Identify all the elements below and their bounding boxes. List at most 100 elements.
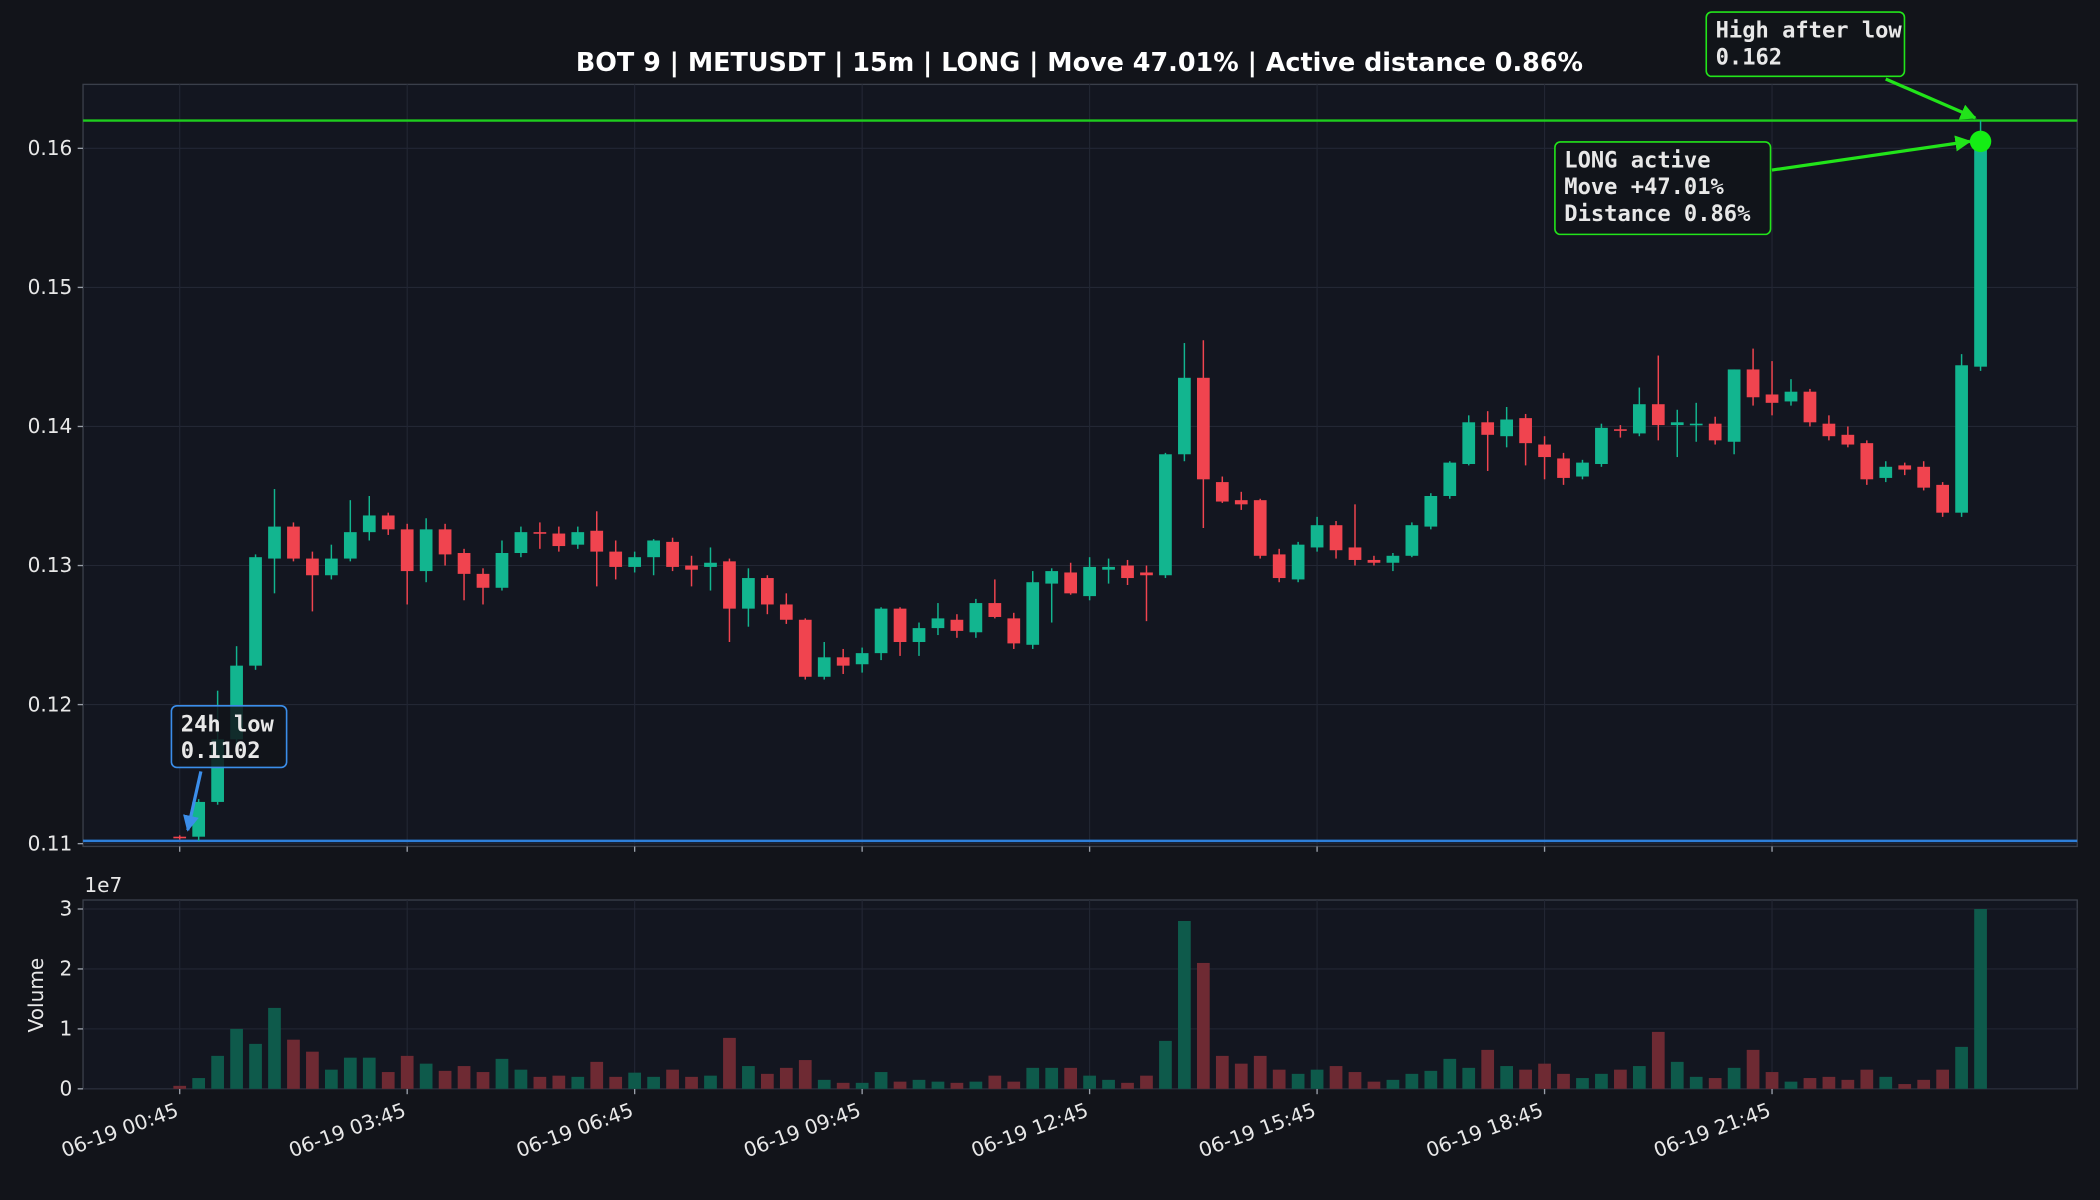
- candle-body: [1689, 423, 1703, 426]
- candle-body: [1026, 582, 1040, 645]
- volume-bar: [1727, 1067, 1741, 1089]
- volume-bar: [1405, 1073, 1419, 1089]
- volume-bar: [988, 1075, 1002, 1089]
- volume-offset-label: 1e7: [84, 873, 122, 897]
- volume-bar: [1481, 1049, 1495, 1089]
- candle-body: [1519, 418, 1532, 444]
- volume-bar: [268, 1007, 281, 1089]
- candle-body: [742, 578, 755, 609]
- candle-body: [1841, 434, 1855, 445]
- volume-bar: [571, 1076, 585, 1089]
- y-tick-label: 0.11: [28, 831, 73, 855]
- annotation-box: [170, 704, 288, 769]
- price-panel: [82, 83, 2078, 848]
- volume-bar: [760, 1073, 774, 1089]
- volume-bar: [457, 1066, 471, 1089]
- y-tick-label: 0.12: [28, 692, 73, 716]
- candle-body: [666, 541, 679, 567]
- candle-body: [628, 557, 642, 567]
- volume-bar: [742, 1066, 755, 1089]
- candle-body: [855, 653, 869, 665]
- candle-body: [249, 557, 262, 666]
- candle-body: [1576, 462, 1589, 477]
- candle-body: [306, 558, 319, 576]
- candle-body: [723, 561, 736, 609]
- candle-body: [1936, 484, 1950, 513]
- candle-body: [1708, 423, 1722, 441]
- annotation-text: High after low: [1716, 18, 1903, 44]
- volume-bar: [1064, 1067, 1078, 1089]
- volume-bar: [666, 1069, 679, 1089]
- annotation-text: Move +47.01%: [1564, 174, 1724, 200]
- volume-bar: [1670, 1061, 1684, 1089]
- candle-body: [779, 604, 793, 620]
- volume-bar: [1746, 1049, 1760, 1089]
- volume-bar: [1917, 1079, 1931, 1089]
- candle-body: [1632, 404, 1646, 434]
- candle-body: [325, 558, 338, 576]
- candle-body: [476, 573, 490, 588]
- annotation-arrow: [1885, 77, 1977, 120]
- chart-title: BOT 9 | METUSDT | 15m | LONG | Move 47.0…: [576, 47, 1583, 77]
- candle-body: [1215, 482, 1229, 502]
- volume-bar: [1879, 1076, 1893, 1089]
- candle-body: [1557, 458, 1570, 478]
- candle-body: [836, 657, 850, 666]
- volume-bar: [1538, 1063, 1551, 1089]
- annotation-text: LONG active: [1564, 147, 1710, 173]
- volume-axis-label: Volume: [24, 958, 48, 1033]
- candle-body: [817, 657, 831, 677]
- candle-body: [1367, 559, 1381, 563]
- volume-bar: [685, 1076, 698, 1089]
- candle-body: [1481, 422, 1495, 435]
- volume-bar: [1557, 1073, 1570, 1089]
- volume-bar: [779, 1067, 793, 1089]
- candle-body: [1727, 369, 1741, 442]
- volume-bar: [609, 1076, 623, 1089]
- volume-bar: [1367, 1081, 1381, 1089]
- candle-body: [874, 608, 888, 654]
- volume-bar: [817, 1079, 831, 1089]
- candle-body: [1443, 462, 1457, 496]
- candle-body: [798, 619, 812, 677]
- volume-bar: [590, 1061, 604, 1089]
- annotation-text: 0.162: [1716, 44, 1782, 70]
- volume-bar: [855, 1082, 869, 1089]
- volume-bar: [1689, 1076, 1703, 1089]
- volume-bar: [1708, 1078, 1722, 1089]
- volume-bar: [1329, 1066, 1343, 1089]
- volume-bar: [1007, 1081, 1021, 1089]
- volume-bar: [912, 1079, 926, 1089]
- candle-body: [495, 553, 509, 588]
- candle-body: [1955, 365, 1968, 513]
- candle-body: [1253, 500, 1267, 556]
- volume-bar: [1898, 1084, 1912, 1089]
- candle-body: [1291, 544, 1305, 580]
- annotation-box: [1705, 11, 1906, 78]
- candle-body: [1500, 419, 1514, 437]
- candle-body: [1538, 444, 1551, 458]
- candle-body: [1746, 369, 1760, 398]
- volume-bar: [230, 1028, 243, 1089]
- y-tick-label: 1: [60, 1017, 73, 1041]
- volume-bar: [798, 1060, 812, 1089]
- volume-bar: [1500, 1066, 1514, 1089]
- volume-bar: [1955, 1046, 1968, 1089]
- volume-bar: [1310, 1069, 1324, 1089]
- volume-bar: [836, 1082, 850, 1089]
- candle-body: [1102, 566, 1115, 570]
- volume-bar: [1424, 1070, 1438, 1089]
- volume-bar: [1140, 1075, 1153, 1089]
- volume-bar: [1386, 1079, 1400, 1089]
- y-tick-label: 0.16: [28, 136, 73, 160]
- candle-body: [1822, 423, 1836, 437]
- annotation-text: 24h low: [181, 711, 275, 737]
- volume-bar: [362, 1057, 376, 1089]
- volume-bar: [514, 1069, 528, 1089]
- candle-body: [969, 603, 983, 633]
- volume-bar: [1253, 1055, 1267, 1089]
- candle-body: [173, 836, 187, 839]
- candle-body: [647, 540, 660, 558]
- candle-body: [1234, 500, 1248, 505]
- volume-bar: [1576, 1078, 1589, 1089]
